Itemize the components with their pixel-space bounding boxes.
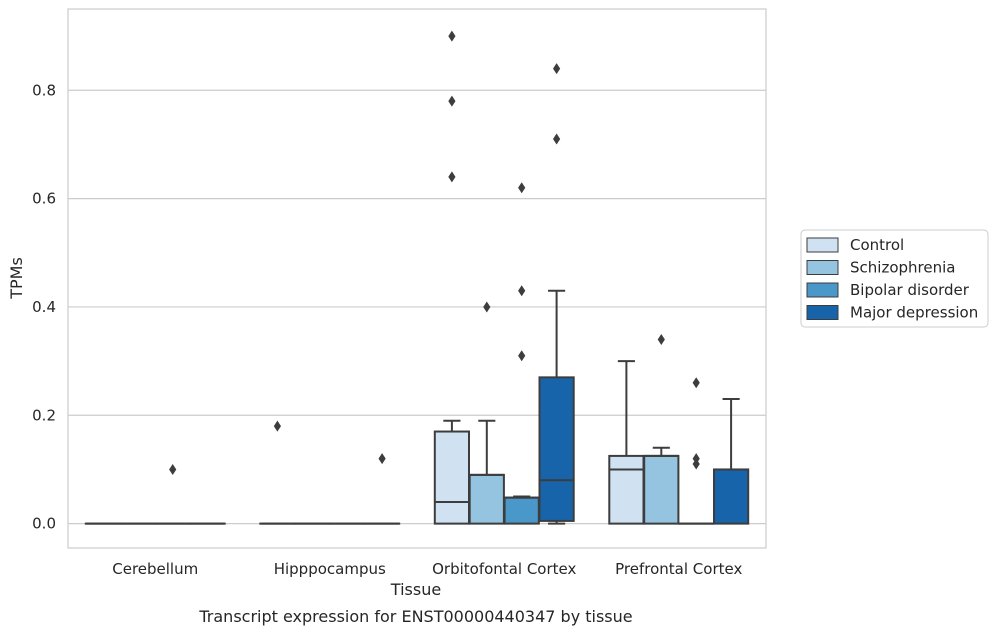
outlier-point xyxy=(273,420,281,432)
plot-frame xyxy=(67,8,767,549)
outlier-point xyxy=(448,95,456,107)
box xyxy=(503,496,540,525)
legend-swatch xyxy=(806,260,839,275)
outlier-point xyxy=(518,350,526,362)
outlier-point xyxy=(692,453,700,465)
outlier-point xyxy=(518,285,526,297)
outlier-point xyxy=(169,463,177,475)
x-tick-label: Prefrontal Cortex xyxy=(615,560,742,578)
legend-label: Schizophrenia xyxy=(850,259,955,277)
box-schizophrenia xyxy=(468,301,505,525)
legend-label: Control xyxy=(850,236,904,254)
outlier-point xyxy=(448,30,456,42)
box-control xyxy=(608,360,645,525)
y-tick-labels: 0.0 0.2 0.4 0.6 0.8 xyxy=(32,81,56,532)
box xyxy=(538,376,575,522)
box-bipolar-disorder xyxy=(154,463,191,525)
y-tick-label: 0.8 xyxy=(32,81,56,99)
legend-swatch xyxy=(806,282,839,298)
legend-label: Major depression xyxy=(850,304,978,322)
box-schizophrenia xyxy=(643,333,680,525)
box-bipolar-disorder xyxy=(678,377,715,525)
outlier-point xyxy=(657,333,665,345)
y-axis-label: TPMs xyxy=(7,257,26,300)
outlier-point xyxy=(553,133,561,145)
x-axis-label: Tissue xyxy=(390,580,441,599)
y-tick-label: 0.4 xyxy=(32,298,56,316)
x-tick-label: Hipppocampus xyxy=(274,560,386,578)
outlier-point xyxy=(692,377,700,389)
legend-swatch xyxy=(806,237,839,253)
legend-swatch xyxy=(806,305,839,320)
chart-caption: Transcript expression for ENST0000044034… xyxy=(198,607,632,626)
legend-label: Bipolar disorder xyxy=(850,281,970,299)
box xyxy=(468,473,505,525)
box xyxy=(608,454,645,525)
outlier-point xyxy=(483,301,491,313)
y-tick-label: 0.0 xyxy=(32,515,56,533)
outlier-point xyxy=(553,63,561,75)
box-major-depression xyxy=(712,398,750,525)
y-tick-label: 0.2 xyxy=(32,406,56,424)
box-control xyxy=(433,30,471,525)
x-tick-label: Cerebellum xyxy=(112,560,198,578)
legend-frame xyxy=(800,229,989,328)
box xyxy=(643,454,680,525)
outlier-point xyxy=(378,453,386,465)
y-tick-label: 0.6 xyxy=(32,190,56,208)
outlier-point xyxy=(518,182,526,194)
legend: Control Schizophrenia Bipolar disorder Majo… xyxy=(800,229,989,328)
box xyxy=(433,430,471,525)
box xyxy=(712,468,750,525)
x-tick-labels: Cerebellum Hipppocampus Orbitofontal Corte… xyxy=(112,560,742,578)
plot-area xyxy=(84,30,750,525)
outlier-point xyxy=(448,171,456,183)
box-major-depression xyxy=(538,63,575,525)
x-tick-label: Orbitofontal Cortex xyxy=(432,560,576,578)
box-major-depression xyxy=(363,453,401,525)
